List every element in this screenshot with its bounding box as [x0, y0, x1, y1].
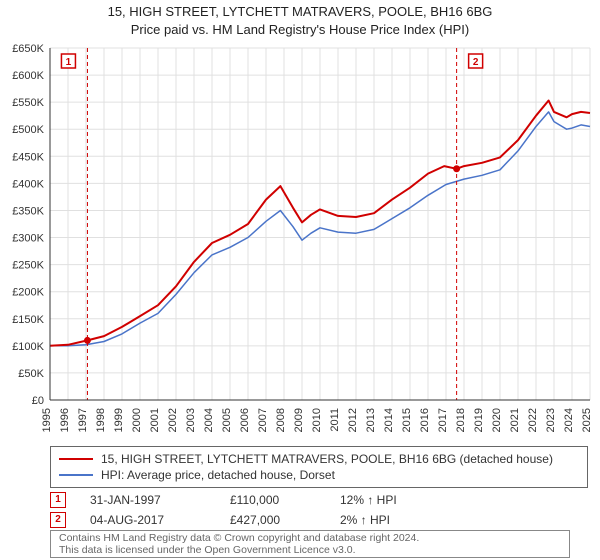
- svg-text:2017: 2017: [437, 408, 449, 432]
- svg-text:2: 2: [473, 57, 479, 68]
- svg-text:2019: 2019: [473, 408, 485, 432]
- svg-text:2012: 2012: [347, 408, 359, 432]
- svg-text:£600K: £600K: [12, 70, 44, 82]
- svg-text:£100K: £100K: [12, 341, 44, 353]
- svg-text:1999: 1999: [113, 408, 125, 432]
- svg-text:£350K: £350K: [12, 205, 44, 217]
- marker-badge-2: 2: [50, 512, 66, 528]
- legend-swatch-1: [59, 458, 93, 460]
- legend-row-series1: 15, HIGH STREET, LYTCHETT MATRAVERS, POO…: [59, 451, 579, 467]
- price-chart: £0 £50K £100K £150K £200K £250K £300K £350K £400…: [0, 40, 600, 446]
- legend-row-series2: HPI: Average price, detached house, Dors…: [59, 467, 579, 483]
- svg-text:2002: 2002: [167, 408, 179, 432]
- svg-text:2021: 2021: [509, 408, 521, 432]
- svg-text:1997: 1997: [77, 408, 89, 432]
- marker-row-1: 1 31-JAN-1997 £110,000 12% ↑ HPI: [50, 490, 570, 510]
- svg-text:2016: 2016: [419, 408, 431, 432]
- marker-row-2: 2 04-AUG-2017 £427,000 2% ↑ HPI: [50, 510, 570, 530]
- svg-text:2025: 2025: [581, 408, 593, 432]
- svg-text:£50K: £50K: [18, 368, 44, 380]
- marker-date-1: 31-JAN-1997: [90, 493, 230, 507]
- svg-text:£500K: £500K: [12, 124, 44, 136]
- footer-line1: Contains HM Land Registry data © Crown c…: [59, 532, 561, 544]
- svg-text:2005: 2005: [221, 408, 233, 432]
- svg-text:1995: 1995: [41, 408, 53, 432]
- svg-text:£450K: £450K: [12, 151, 44, 163]
- markers-table: 1 31-JAN-1997 £110,000 12% ↑ HPI 2 04-AU…: [50, 490, 570, 530]
- legend-label-1: 15, HIGH STREET, LYTCHETT MATRAVERS, POO…: [101, 451, 553, 467]
- legend-swatch-2: [59, 474, 93, 476]
- svg-text:2022: 2022: [527, 408, 539, 432]
- svg-text:2009: 2009: [293, 408, 305, 432]
- svg-text:2008: 2008: [275, 408, 287, 432]
- svg-text:1998: 1998: [95, 408, 107, 432]
- svg-text:2010: 2010: [311, 408, 323, 432]
- svg-text:£0: £0: [32, 395, 44, 407]
- chart-container: 15, HIGH STREET, LYTCHETT MATRAVERS, POO…: [0, 0, 600, 560]
- svg-text:£200K: £200K: [12, 287, 44, 299]
- svg-text:2015: 2015: [401, 408, 413, 432]
- svg-text:2013: 2013: [365, 408, 377, 432]
- svg-text:2011: 2011: [329, 408, 341, 432]
- svg-text:1: 1: [66, 57, 72, 68]
- svg-text:2006: 2006: [239, 408, 251, 432]
- svg-text:2023: 2023: [545, 408, 557, 432]
- svg-text:£250K: £250K: [12, 260, 44, 272]
- footer-attribution: Contains HM Land Registry data © Crown c…: [50, 530, 570, 558]
- marker-badge-1: 1: [50, 492, 66, 508]
- legend-box: 15, HIGH STREET, LYTCHETT MATRAVERS, POO…: [50, 446, 588, 488]
- svg-text:2014: 2014: [383, 408, 395, 432]
- svg-text:1996: 1996: [59, 408, 71, 432]
- svg-text:£150K: £150K: [12, 314, 44, 326]
- svg-text:2007: 2007: [257, 408, 269, 432]
- svg-text:2018: 2018: [455, 408, 467, 432]
- svg-text:2001: 2001: [149, 408, 161, 432]
- svg-text:2003: 2003: [185, 408, 197, 432]
- marker-pct-2: 2% ↑ HPI: [340, 513, 450, 527]
- marker-date-2: 04-AUG-2017: [90, 513, 230, 527]
- marker-price-2: £427,000: [230, 513, 340, 527]
- marker-price-1: £110,000: [230, 493, 340, 507]
- svg-text:2004: 2004: [203, 408, 215, 432]
- svg-text:2024: 2024: [563, 408, 575, 432]
- svg-text:2000: 2000: [131, 408, 143, 432]
- svg-text:£650K: £650K: [12, 43, 44, 55]
- chart-title-line2: Price paid vs. HM Land Registry's House …: [0, 22, 600, 37]
- marker-pct-1: 12% ↑ HPI: [340, 493, 450, 507]
- footer-line2: This data is licensed under the Open Gov…: [59, 544, 561, 556]
- legend-label-2: HPI: Average price, detached house, Dors…: [101, 467, 335, 483]
- svg-text:£300K: £300K: [12, 233, 44, 245]
- chart-title-line1: 15, HIGH STREET, LYTCHETT MATRAVERS, POO…: [0, 4, 600, 19]
- svg-text:2020: 2020: [491, 408, 503, 432]
- svg-text:£550K: £550K: [12, 97, 44, 109]
- svg-text:£400K: £400K: [12, 178, 44, 190]
